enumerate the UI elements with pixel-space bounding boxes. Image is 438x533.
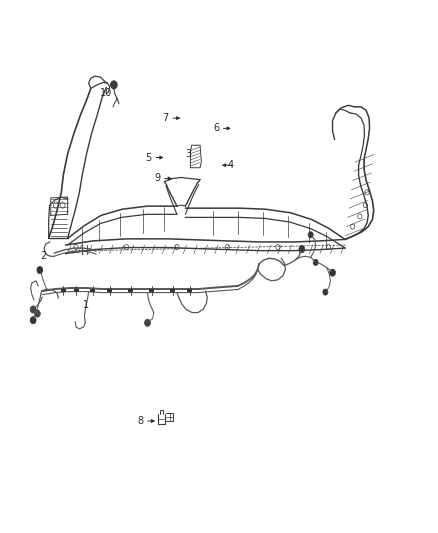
Bar xyxy=(107,288,112,292)
Text: 4: 4 xyxy=(228,160,234,170)
Text: 2: 2 xyxy=(40,251,46,261)
Bar xyxy=(149,288,154,292)
Circle shape xyxy=(37,266,43,273)
Text: 7: 7 xyxy=(162,113,169,123)
Bar xyxy=(90,288,95,292)
Text: 5: 5 xyxy=(145,152,152,163)
Circle shape xyxy=(299,246,305,253)
Bar xyxy=(128,288,133,292)
Circle shape xyxy=(313,260,318,265)
Circle shape xyxy=(30,317,36,324)
Text: 1: 1 xyxy=(82,300,88,310)
Bar xyxy=(170,288,175,292)
Text: 9: 9 xyxy=(154,173,160,183)
Bar xyxy=(187,288,192,292)
Text: 10: 10 xyxy=(99,87,112,98)
Bar xyxy=(74,288,78,292)
Text: 6: 6 xyxy=(213,123,219,133)
Text: 3: 3 xyxy=(186,149,192,159)
Circle shape xyxy=(308,232,313,238)
Circle shape xyxy=(30,306,36,313)
Circle shape xyxy=(323,289,328,295)
Bar xyxy=(61,288,66,292)
Circle shape xyxy=(35,310,40,317)
Text: 8: 8 xyxy=(137,416,143,426)
Circle shape xyxy=(110,81,117,89)
Circle shape xyxy=(145,319,151,326)
Circle shape xyxy=(329,269,336,276)
